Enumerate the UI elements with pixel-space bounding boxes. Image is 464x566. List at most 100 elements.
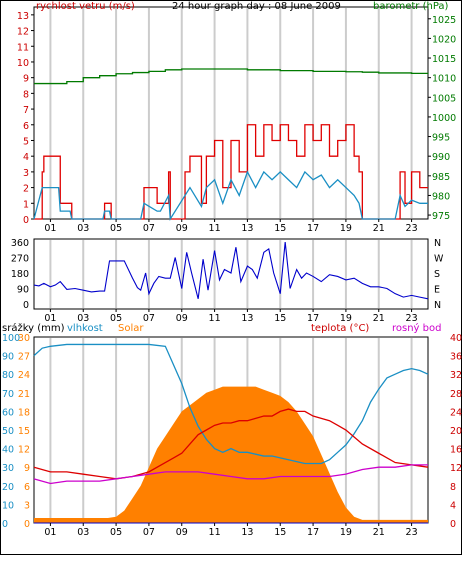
wind-pressure-x-tick-label: 09 [176,223,188,234]
wind-direction-x-tick-label: 13 [241,313,253,324]
humidity-temperature-x-tick-label: 03 [77,527,89,538]
wind-pressure-x-tick-label: 21 [373,223,385,234]
humidity-tick-label: 40 [2,445,14,456]
barometer-tick-label: 980 [432,191,450,202]
temperature-tick-label: 16 [450,445,462,456]
direction-degree-tick-label: 360 [11,238,29,249]
solar-tick-label: 24 [18,370,30,381]
temperature-tick-label: 12 [450,463,462,474]
wind-speed-tick-label: 2 [23,184,29,195]
legend-dewpoint: rosný bod [392,322,441,334]
wind-pressure-x-tick-label: 15 [274,223,286,234]
humidity-tick-label: 0 [2,519,8,530]
humidity-temperature-x-tick-label: 23 [406,527,418,538]
humidity-temperature-x-tick-label: 15 [274,527,286,538]
wind-speed-tick-label: 8 [23,89,29,100]
solar-tick-label: 18 [18,407,30,418]
direction-compass-tick-label: S [434,269,440,280]
chart-frame [0,0,462,555]
wind-pressure-x-tick-label: 11 [209,223,221,234]
temperature-tick-label: 4 [450,500,456,511]
wind-speed-tick-label: 6 [23,121,29,132]
wind-speed-tick-label: 0 [23,215,29,226]
humidity-temperature-x-tick-label: 05 [110,527,122,538]
solar-tick-label: 21 [18,389,30,400]
humidity-temperature-x-tick-label: 13 [241,527,253,538]
wind-pressure-x-tick-label: 19 [340,223,352,234]
wind-pressure-x-tick-label: 03 [77,223,89,234]
wind-speed-tick-label: 12 [17,27,29,38]
direction-degree-tick-label: 180 [11,269,29,280]
wind-pressure-x-tick-label: 23 [406,223,418,234]
direction-degree-tick-label: 0 [23,300,29,311]
wind-pressure-x-tick-label: 13 [241,223,253,234]
solar-tick-label: 15 [18,426,30,437]
humidity-tick-label: 100 [2,333,20,344]
dewpoint-series-line [33,464,428,485]
wind-direction-x-tick-label: 01 [44,313,56,324]
wind-speed-tick-label: 5 [23,136,29,147]
direction-degree-tick-label: 90 [17,285,29,296]
barometer-tick-label: 985 [432,172,450,183]
humidity-tick-label: 20 [2,482,14,493]
barometer-tick-label: 1010 [432,74,456,85]
barometer-series-line [34,68,429,85]
barometer-tick-label: 1000 [432,113,456,124]
direction-degree-tick-label: 270 [11,254,29,265]
wind-speed-tick-label: 10 [17,58,29,69]
barometer-axis-label: barometr (hPa) [373,1,449,12]
wind-gust-series-line [34,124,428,220]
wind-speed-tick-label: 1 [23,199,29,210]
barometer-tick-label: 1005 [432,93,456,104]
wind-pressure-x-tick-label: 05 [110,223,122,234]
direction-compass-tick-label: E [434,285,440,296]
humidity-tick-label: 50 [2,426,14,437]
wind-speed-tick-label: 4 [23,152,29,163]
temperature-tick-label: 28 [450,389,462,400]
humidity-tick-label: 60 [2,407,14,418]
barometer-tick-label: 1025 [432,15,456,26]
temperature-tick-label: 32 [450,370,462,381]
wind-direction-plot-area [33,238,429,310]
barometer-tick-label: 990 [432,152,450,163]
humidity-temperature-x-tick-label: 01 [44,527,56,538]
wind-direction-x-tick-label: 03 [77,313,89,324]
solar-tick-label: 12 [18,445,30,456]
wind-speed-tick-label: 13 [17,11,29,22]
humidity-temperature-x-tick-label: 11 [209,527,221,538]
solar-tick-label: 6 [24,482,30,493]
humidity-tick-label: 80 [2,370,14,381]
humidity-tick-label: 10 [2,500,14,511]
humidity-temperature-x-tick-label: 07 [143,527,155,538]
legend-rain: srážky (mm) [2,322,65,334]
wind-direction-series-line [33,241,429,300]
wind-speed-tick-label: 11 [17,42,29,53]
wind-direction-x-tick-label: 05 [110,313,122,324]
wind-pressure-x-tick-label: 01 [44,223,56,234]
direction-compass-tick-label: W [434,254,444,265]
humidity-temperature-x-tick-label: 21 [373,527,385,538]
wind-direction-panel: 0 N 90 E 180 S 270 W 360 N 01 03 05 07 09 11 13 15 17 19 21 2… [11,238,444,324]
solar-series-area [34,386,428,523]
wind-direction-x-tick-label: 11 [209,313,221,324]
wind-pressure-x-tick-label: 07 [143,223,155,234]
wind-speed-tick-label: 7 [23,105,29,116]
solar-tick-label: 30 [18,333,30,344]
temperature-tick-label: 36 [450,352,462,363]
humidity-solar-temperature-panel: srážky (mm) vlhkost Solar teplota (°C) r… [2,322,462,538]
wind-direction-x-tick-label: 21 [373,313,385,324]
barometer-tick-label: 1020 [432,34,456,45]
humidity-tick-label: 70 [2,389,14,400]
direction-compass-tick-label: N [434,300,441,311]
humidity-temperature-x-tick-label: 19 [340,527,352,538]
legend-temperature: teplota (°C) [311,323,369,334]
direction-compass-tick-label: N [434,238,441,249]
temperature-tick-label: 20 [450,426,462,437]
barometer-tick-label: 995 [432,133,450,144]
wind-direction-x-tick-label: 17 [307,313,319,324]
barometer-tick-label: 1015 [432,54,456,65]
solar-tick-label: 0 [24,519,30,530]
chart-title: 24 hour graph day : 08 June 2009 [172,1,341,12]
temperature-tick-label: 8 [450,482,456,493]
